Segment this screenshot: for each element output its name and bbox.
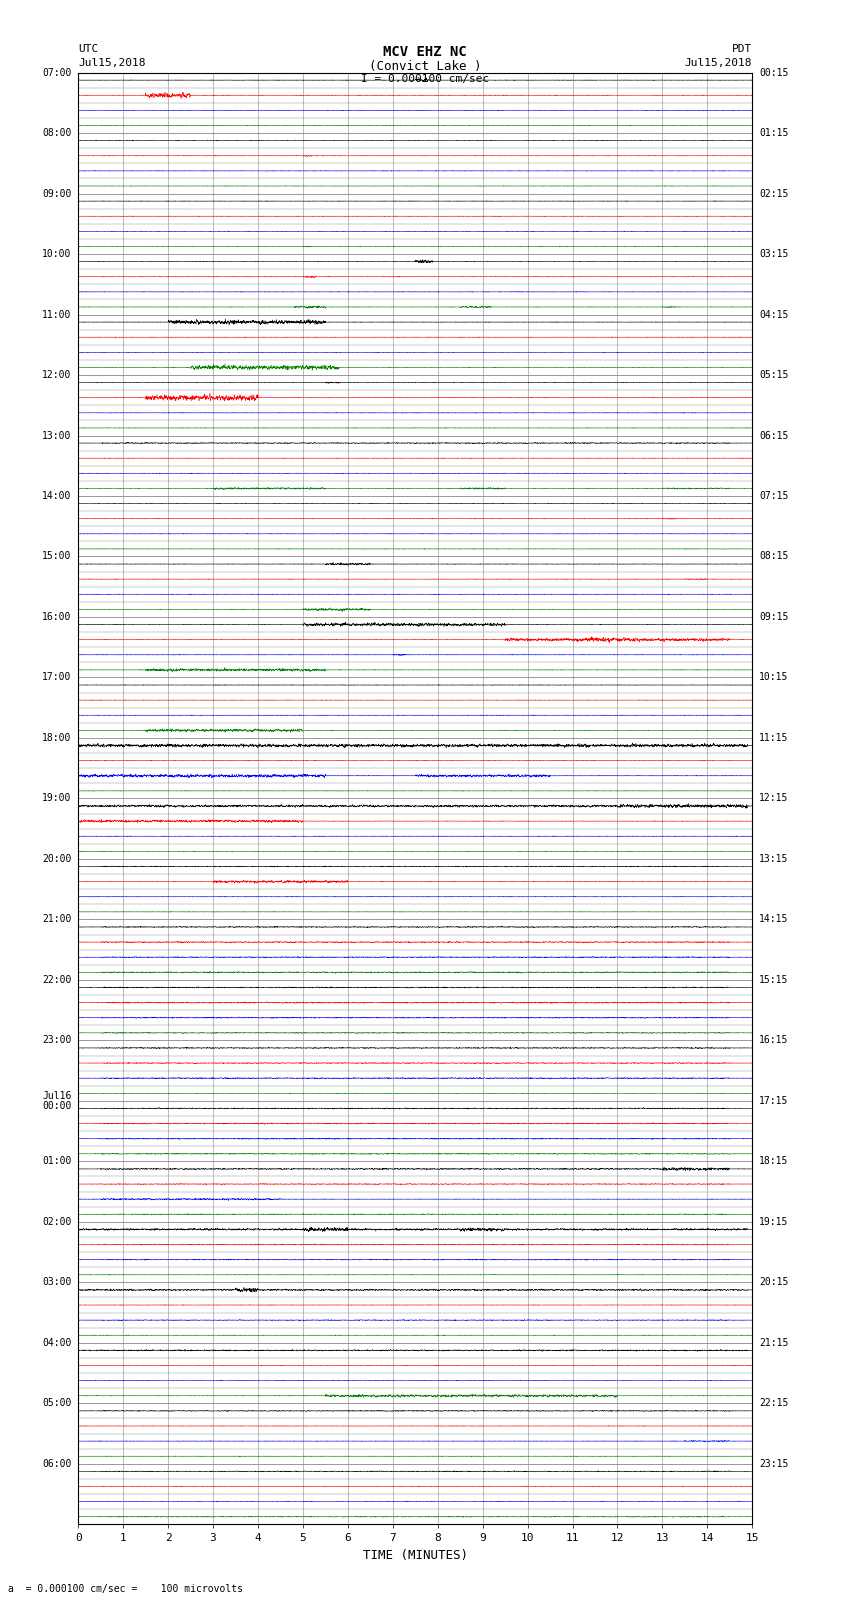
Text: 13:00: 13:00	[42, 431, 71, 440]
Text: 01:00: 01:00	[42, 1157, 71, 1166]
Text: 12:00: 12:00	[42, 369, 71, 381]
Text: 04:00: 04:00	[42, 1337, 71, 1348]
Text: 14:00: 14:00	[42, 490, 71, 502]
Text: Jul16: Jul16	[42, 1090, 71, 1102]
Text: 21:15: 21:15	[759, 1337, 788, 1348]
Text: 11:00: 11:00	[42, 310, 71, 319]
Text: 15:00: 15:00	[42, 552, 71, 561]
Text: 23:15: 23:15	[759, 1458, 788, 1469]
Text: 19:15: 19:15	[759, 1216, 788, 1227]
Text: 00:00: 00:00	[42, 1102, 71, 1111]
Text: 00:15: 00:15	[759, 68, 788, 77]
Text: 08:00: 08:00	[42, 127, 71, 139]
Text: 23:00: 23:00	[42, 1036, 71, 1045]
Text: 05:00: 05:00	[42, 1398, 71, 1408]
Text: 04:15: 04:15	[759, 310, 788, 319]
Text: 13:15: 13:15	[759, 853, 788, 865]
Text: 20:00: 20:00	[42, 853, 71, 865]
Text: 09:00: 09:00	[42, 189, 71, 198]
Text: 22:15: 22:15	[759, 1398, 788, 1408]
Text: 16:15: 16:15	[759, 1036, 788, 1045]
Text: 15:15: 15:15	[759, 974, 788, 986]
Text: 10:00: 10:00	[42, 248, 71, 260]
Text: 14:15: 14:15	[759, 915, 788, 924]
Text: 20:15: 20:15	[759, 1277, 788, 1287]
Text: 08:15: 08:15	[759, 552, 788, 561]
Text: PDT: PDT	[732, 44, 752, 53]
Text: 07:00: 07:00	[42, 68, 71, 77]
X-axis label: TIME (MINUTES): TIME (MINUTES)	[363, 1548, 468, 1561]
Text: 07:15: 07:15	[759, 490, 788, 502]
Text: 09:15: 09:15	[759, 611, 788, 623]
Text: UTC: UTC	[78, 44, 99, 53]
Text: 03:15: 03:15	[759, 248, 788, 260]
Text: 16:00: 16:00	[42, 611, 71, 623]
Text: 03:00: 03:00	[42, 1277, 71, 1287]
Text: 18:15: 18:15	[759, 1157, 788, 1166]
Text: 18:00: 18:00	[42, 732, 71, 744]
Text: Jul15,2018: Jul15,2018	[685, 58, 752, 68]
Text: 22:00: 22:00	[42, 974, 71, 986]
Text: 06:15: 06:15	[759, 431, 788, 440]
Text: 01:15: 01:15	[759, 127, 788, 139]
Text: (Convict Lake ): (Convict Lake )	[369, 60, 481, 73]
Text: a  = 0.000100 cm/sec =    100 microvolts: a = 0.000100 cm/sec = 100 microvolts	[8, 1584, 243, 1594]
Text: 06:00: 06:00	[42, 1458, 71, 1469]
Text: MCV EHZ NC: MCV EHZ NC	[383, 45, 467, 60]
Text: 21:00: 21:00	[42, 915, 71, 924]
Text: 05:15: 05:15	[759, 369, 788, 381]
Text: Jul15,2018: Jul15,2018	[78, 58, 145, 68]
Text: 11:15: 11:15	[759, 732, 788, 744]
Text: 17:00: 17:00	[42, 673, 71, 682]
Text: 17:15: 17:15	[759, 1095, 788, 1107]
Text: I = 0.000100 cm/sec: I = 0.000100 cm/sec	[361, 74, 489, 84]
Text: 02:15: 02:15	[759, 189, 788, 198]
Text: 02:00: 02:00	[42, 1216, 71, 1227]
Text: 12:15: 12:15	[759, 794, 788, 803]
Text: 10:15: 10:15	[759, 673, 788, 682]
Text: 19:00: 19:00	[42, 794, 71, 803]
